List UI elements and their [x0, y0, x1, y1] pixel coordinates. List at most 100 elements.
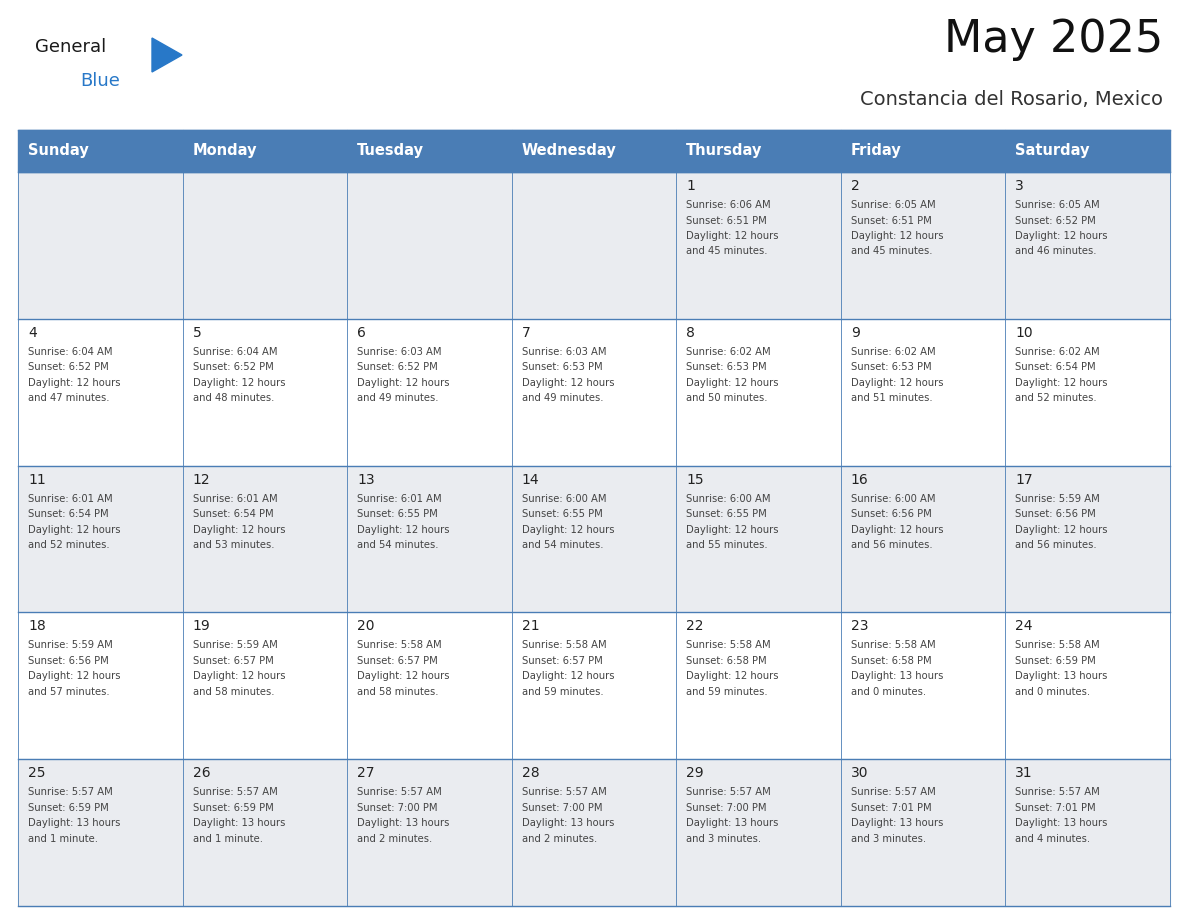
Text: Daylight: 12 hours: Daylight: 12 hours [851, 231, 943, 241]
Text: Sunset: 6:53 PM: Sunset: 6:53 PM [851, 363, 931, 373]
Text: Sunrise: 5:58 AM: Sunrise: 5:58 AM [358, 641, 442, 650]
Text: Daylight: 13 hours: Daylight: 13 hours [29, 818, 120, 828]
Polygon shape [152, 38, 182, 72]
Text: Daylight: 12 hours: Daylight: 12 hours [192, 524, 285, 534]
Text: Daylight: 12 hours: Daylight: 12 hours [358, 524, 449, 534]
Text: Daylight: 13 hours: Daylight: 13 hours [687, 818, 778, 828]
Bar [676, 319, 841, 465]
Text: Sunrise: 6:04 AM: Sunrise: 6:04 AM [192, 347, 277, 357]
Bar [183, 172, 347, 319]
Text: May 2025: May 2025 [943, 18, 1163, 61]
Text: and 4 minutes.: and 4 minutes. [1016, 834, 1091, 844]
Text: Sunset: 6:55 PM: Sunset: 6:55 PM [358, 509, 438, 519]
Text: Sunrise: 5:57 AM: Sunrise: 5:57 AM [358, 788, 442, 797]
Text: Sunset: 7:00 PM: Sunset: 7:00 PM [358, 802, 437, 812]
Text: Sunset: 7:00 PM: Sunset: 7:00 PM [522, 802, 602, 812]
Text: Daylight: 12 hours: Daylight: 12 hours [29, 524, 120, 534]
Text: Sunrise: 6:04 AM: Sunrise: 6:04 AM [29, 347, 113, 357]
Text: Sunset: 6:51 PM: Sunset: 6:51 PM [687, 216, 767, 226]
Text: and 51 minutes.: and 51 minutes. [851, 393, 933, 403]
Text: Daylight: 13 hours: Daylight: 13 hours [1016, 671, 1107, 681]
Text: and 59 minutes.: and 59 minutes. [522, 687, 604, 697]
Bar [183, 612, 347, 759]
Text: Sunset: 6:54 PM: Sunset: 6:54 PM [1016, 363, 1097, 373]
Text: Sunrise: 6:03 AM: Sunrise: 6:03 AM [522, 347, 606, 357]
Text: Daylight: 12 hours: Daylight: 12 hours [358, 671, 449, 681]
Text: 30: 30 [851, 767, 868, 780]
Text: Sunrise: 5:57 AM: Sunrise: 5:57 AM [522, 788, 606, 797]
Text: 5: 5 [192, 326, 201, 340]
Bar [1005, 465, 1170, 612]
Text: Sunrise: 6:02 AM: Sunrise: 6:02 AM [1016, 347, 1100, 357]
Bar [347, 172, 512, 319]
Text: and 56 minutes.: and 56 minutes. [851, 540, 933, 550]
Text: Daylight: 12 hours: Daylight: 12 hours [192, 671, 285, 681]
Text: Monday: Monday [192, 143, 257, 159]
Text: Daylight: 12 hours: Daylight: 12 hours [1016, 524, 1108, 534]
Text: Sunset: 6:53 PM: Sunset: 6:53 PM [522, 363, 602, 373]
Text: Sunrise: 5:57 AM: Sunrise: 5:57 AM [1016, 788, 1100, 797]
Text: Daylight: 12 hours: Daylight: 12 hours [358, 378, 449, 387]
Text: Sunrise: 6:02 AM: Sunrise: 6:02 AM [687, 347, 771, 357]
Text: 14: 14 [522, 473, 539, 487]
Text: Daylight: 12 hours: Daylight: 12 hours [192, 378, 285, 387]
Text: Sunrise: 6:01 AM: Sunrise: 6:01 AM [358, 494, 442, 504]
Text: and 1 minute.: and 1 minute. [192, 834, 263, 844]
Text: 12: 12 [192, 473, 210, 487]
Text: Sunrise: 5:59 AM: Sunrise: 5:59 AM [192, 641, 277, 650]
Bar [347, 130, 512, 172]
Text: and 3 minutes.: and 3 minutes. [687, 834, 762, 844]
Text: Sunset: 6:52 PM: Sunset: 6:52 PM [1016, 216, 1097, 226]
Text: Daylight: 12 hours: Daylight: 12 hours [522, 378, 614, 387]
Text: Sunrise: 5:59 AM: Sunrise: 5:59 AM [29, 641, 113, 650]
Text: Sunset: 6:51 PM: Sunset: 6:51 PM [851, 216, 931, 226]
Text: Sunrise: 5:57 AM: Sunrise: 5:57 AM [687, 788, 771, 797]
Text: and 45 minutes.: and 45 minutes. [687, 247, 767, 256]
Text: Sunset: 6:57 PM: Sunset: 6:57 PM [192, 655, 273, 666]
Text: 23: 23 [851, 620, 868, 633]
Text: and 58 minutes.: and 58 minutes. [192, 687, 274, 697]
Text: Daylight: 12 hours: Daylight: 12 hours [29, 378, 120, 387]
Text: 11: 11 [29, 473, 46, 487]
Bar [512, 612, 676, 759]
Bar [512, 319, 676, 465]
Text: 6: 6 [358, 326, 366, 340]
Bar [18, 465, 183, 612]
Bar [841, 172, 1005, 319]
Text: Daylight: 13 hours: Daylight: 13 hours [1016, 818, 1107, 828]
Text: Sunset: 6:57 PM: Sunset: 6:57 PM [522, 655, 602, 666]
Bar [18, 759, 183, 906]
Text: Sunset: 6:56 PM: Sunset: 6:56 PM [851, 509, 931, 519]
Text: Sunset: 6:52 PM: Sunset: 6:52 PM [192, 363, 273, 373]
Text: Sunrise: 6:00 AM: Sunrise: 6:00 AM [851, 494, 935, 504]
Text: Daylight: 12 hours: Daylight: 12 hours [687, 671, 779, 681]
Text: 29: 29 [687, 767, 704, 780]
Bar [512, 465, 676, 612]
Text: and 59 minutes.: and 59 minutes. [687, 687, 767, 697]
Text: and 46 minutes.: and 46 minutes. [1016, 247, 1097, 256]
Bar [18, 319, 183, 465]
Text: Sunrise: 6:00 AM: Sunrise: 6:00 AM [522, 494, 606, 504]
Text: and 50 minutes.: and 50 minutes. [687, 393, 767, 403]
Text: Sunset: 7:01 PM: Sunset: 7:01 PM [1016, 802, 1097, 812]
Text: 22: 22 [687, 620, 703, 633]
Bar [347, 612, 512, 759]
Text: Sunrise: 5:58 AM: Sunrise: 5:58 AM [851, 641, 935, 650]
Text: Daylight: 12 hours: Daylight: 12 hours [687, 378, 779, 387]
Bar [841, 130, 1005, 172]
Bar [512, 759, 676, 906]
Text: Sunrise: 5:59 AM: Sunrise: 5:59 AM [1016, 494, 1100, 504]
Text: Daylight: 12 hours: Daylight: 12 hours [1016, 378, 1108, 387]
Text: and 55 minutes.: and 55 minutes. [687, 540, 767, 550]
Text: 15: 15 [687, 473, 704, 487]
Text: 31: 31 [1016, 767, 1034, 780]
Text: 4: 4 [29, 326, 37, 340]
Text: Daylight: 13 hours: Daylight: 13 hours [358, 818, 449, 828]
Text: 20: 20 [358, 620, 374, 633]
Text: and 56 minutes.: and 56 minutes. [1016, 540, 1097, 550]
Text: Sunrise: 6:05 AM: Sunrise: 6:05 AM [1016, 200, 1100, 210]
Text: 18: 18 [29, 620, 46, 633]
Bar [1005, 319, 1170, 465]
Bar [676, 465, 841, 612]
Text: Daylight: 12 hours: Daylight: 12 hours [851, 524, 943, 534]
